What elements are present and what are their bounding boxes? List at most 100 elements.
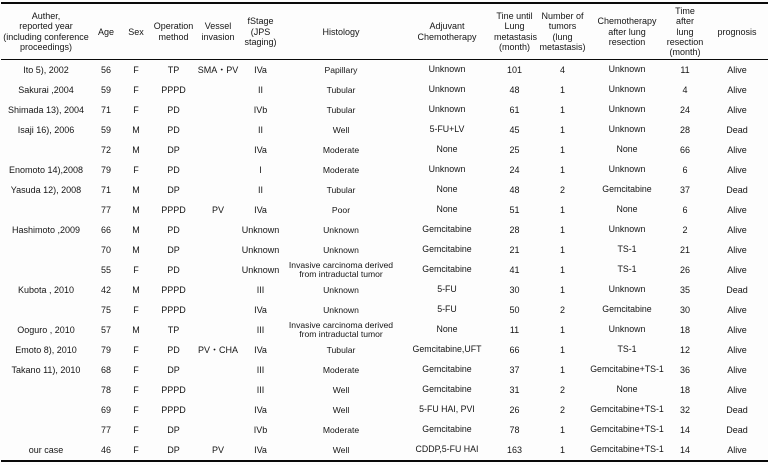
cell-prognosis: Alive [727, 245, 747, 256]
cell-prognosis: Alive [727, 165, 747, 176]
cell-chemotherapy_after_lung_resection: TS-1 [617, 264, 637, 275]
cell-time_after_lung_resection: 24 [679, 105, 690, 116]
cell-age: 72 [100, 145, 111, 156]
cell-time_until_lung_metastasis: 66 [509, 345, 520, 356]
cell-chemotherapy_after_lung_resection: Gemcitabine [602, 304, 652, 315]
cell-chemotherapy_after_lung_resection: Unknown [608, 324, 646, 335]
cell-histology: Moderate [322, 144, 360, 155]
cell-vessel_invasion [196, 320, 240, 340]
cell-time_after_lung_resection: 18 [679, 385, 690, 396]
cell-author: Ito 5), 2002 [23, 65, 69, 76]
cell-vessel_invasion: PV [211, 205, 224, 216]
cell-author [1, 200, 91, 220]
cell-operation_method: DP [167, 245, 180, 256]
cell-operation_method: PD [167, 345, 180, 356]
cell-sex: F [133, 405, 139, 416]
table-row: Kubota , 2010 42 M PPPD III Unknown 5-FU 30 1 Unk… [1, 280, 768, 300]
cell-chemotherapy_after_lung_resection: Unknown [608, 84, 646, 95]
cell-sex: M [132, 145, 140, 156]
cell-sex: M [132, 205, 140, 216]
cell-histology: Unknown [323, 244, 359, 255]
cell-chemotherapy_after_lung_resection: Unknown [608, 104, 646, 115]
table-row: 55 F PD Unknown Invasive carcinoma derived f… [1, 260, 768, 280]
column-header-vessel_invasion: Vessel invasion [196, 3, 240, 61]
cell-number_of_tumors: 1 [559, 345, 565, 356]
cell-number_of_tumors: 1 [559, 205, 565, 216]
cell-prognosis: Alive [727, 205, 747, 216]
cell-adjuvant_chemotherapy: Gemcitabine [422, 264, 472, 275]
cell-fstage: III [256, 325, 265, 336]
cell-histology: Well [332, 404, 350, 415]
cell-prognosis: Alive [727, 305, 747, 316]
cell-fstage: Unknown [241, 225, 280, 236]
cell-time_until_lung_metastasis: 61 [509, 105, 520, 116]
cell-sex: F [133, 305, 139, 316]
column-header-fstage: fStage (JPS staging) [240, 3, 281, 61]
cell-vessel_invasion [196, 160, 240, 180]
cell-histology: Papillary [324, 64, 358, 75]
cell-adjuvant_chemotherapy: 5-FU+LV [429, 124, 465, 135]
table-body: Ito 5), 2002 56 F TP SMA・PV IVa Papillary Unkno… [1, 60, 768, 462]
cell-prognosis: Dead [726, 285, 748, 296]
cell-operation_method: PD [167, 105, 180, 116]
cell-adjuvant_chemotherapy: Gemcitabine,UFT [412, 344, 482, 355]
cell-number_of_tumors: 2 [559, 385, 565, 396]
cell-histology: Unknown [323, 304, 359, 315]
cell-age: 46 [100, 445, 111, 456]
cell-adjuvant_chemotherapy: CDDP,5-FU HAI [415, 444, 479, 455]
cell-number_of_tumors: 1 [559, 125, 565, 136]
cell-time_until_lung_metastasis: 45 [509, 125, 520, 136]
cell-time_until_lung_metastasis: 30 [509, 285, 520, 296]
cell-vessel_invasion [196, 300, 240, 320]
cell-time_after_lung_resection: 12 [679, 345, 690, 356]
table-row: Enomoto 14),2008 79 F PD I Moderate Unknown 24 1… [1, 160, 768, 180]
cell-adjuvant_chemotherapy: Gemcitabine [422, 224, 472, 235]
cell-time_until_lung_metastasis: 48 [509, 85, 520, 96]
cell-vessel_invasion [196, 240, 240, 260]
column-header-chemotherapy_after_lung_resection: Chemotherapy after lung resection [589, 3, 665, 61]
cell-sex: F [133, 425, 139, 436]
cell-time_until_lung_metastasis: 28 [509, 225, 520, 236]
cell-number_of_tumors: 1 [559, 145, 565, 156]
cell-age: 77 [100, 425, 111, 436]
cell-histology: Tubular [326, 84, 356, 95]
cell-sex: F [133, 365, 139, 376]
cell-time_until_lung_metastasis: 48 [509, 185, 520, 196]
cell-adjuvant_chemotherapy: Unknown [428, 164, 466, 175]
table-row: Yasuda 12), 2008 71 M DP II Tubular None 48 2 Gem… [1, 180, 768, 200]
cell-author: our case [28, 445, 64, 456]
cell-adjuvant_chemotherapy: Unknown [428, 104, 466, 115]
cell-time_until_lung_metastasis: 21 [509, 245, 520, 256]
table-row: Emoto 8), 2010 79 F PD PV・CHA IVa Tubular Gemci… [1, 340, 768, 360]
table-row: 70 M DP Unknown Unknown Gemcitabine 21 1 TS-1 21 A… [1, 240, 768, 260]
cell-time_after_lung_resection: 6 [682, 205, 688, 216]
cell-fstage: IVb [253, 105, 268, 116]
cell-chemotherapy_after_lung_resection: Unknown [608, 124, 646, 135]
cell-prognosis: Alive [727, 145, 747, 156]
cell-fstage: III [256, 385, 265, 396]
cell-operation_method: DP [167, 145, 180, 156]
cell-fstage: II [257, 125, 263, 136]
cell-author [1, 420, 91, 440]
cell-prognosis: Alive [727, 265, 747, 276]
cell-number_of_tumors: 1 [559, 225, 565, 236]
cell-fstage: Unknown [241, 265, 280, 276]
cell-author: Enomoto 14),2008 [8, 165, 84, 176]
cell-vessel_invasion [196, 220, 240, 240]
cell-number_of_tumors: 1 [559, 105, 565, 116]
cell-time_until_lung_metastasis: 51 [509, 205, 520, 216]
cell-prognosis: Dead [726, 425, 748, 436]
cell-histology: Invasive carcinoma derived from intraduc… [288, 320, 394, 340]
cell-operation_method: DP [167, 365, 180, 376]
cell-vessel_invasion: PV・CHA [197, 345, 238, 356]
cell-prognosis: Dead [726, 405, 748, 416]
cell-time_after_lung_resection: 18 [679, 325, 690, 336]
cell-number_of_tumors: 1 [559, 85, 565, 96]
cell-prognosis: Alive [727, 65, 747, 76]
column-header-prognosis: prognosis [705, 3, 768, 61]
cell-number_of_tumors: 2 [559, 405, 565, 416]
cell-operation_method: PPPD [161, 285, 186, 296]
cell-adjuvant_chemotherapy: None [436, 204, 458, 215]
cell-time_until_lung_metastasis: 37 [509, 365, 520, 376]
cell-prognosis: Alive [727, 85, 747, 96]
